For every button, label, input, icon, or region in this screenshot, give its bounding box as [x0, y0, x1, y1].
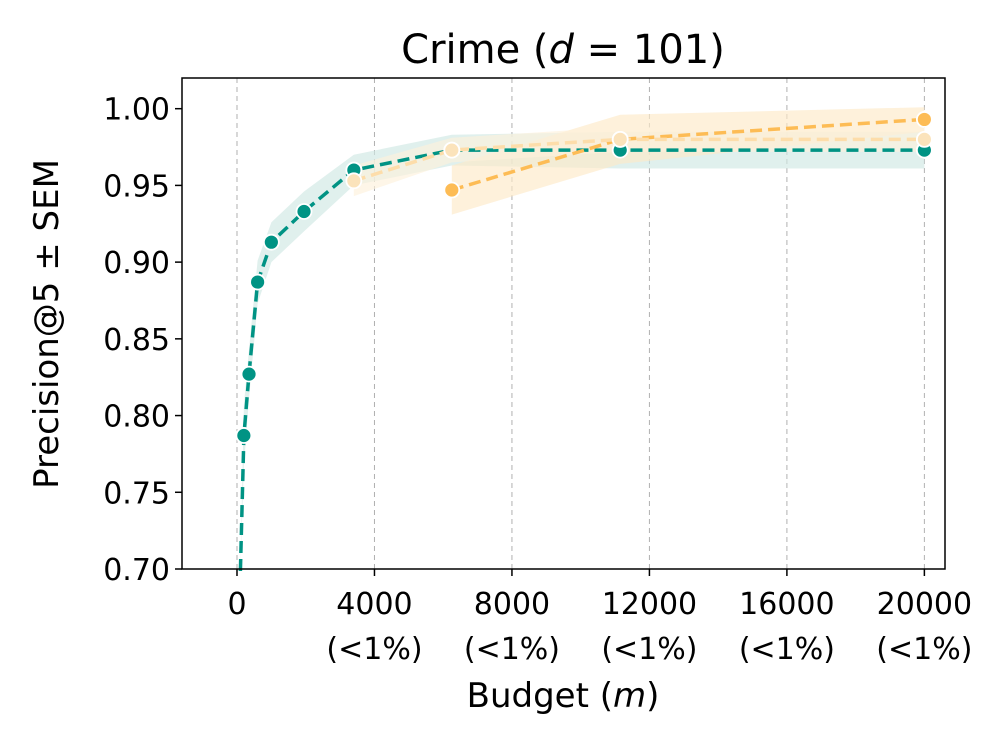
y-tick-label: 0.90 — [103, 246, 170, 281]
y-axis-ticks: 0.70 0.75 0.80 0.85 0.90 0.95 1.00 — [103, 93, 182, 588]
y-axis-label: Precision@5 ± SEM — [27, 159, 67, 489]
y-tick-label: 0.80 — [103, 400, 170, 435]
sem-band-0 — [240, 131, 925, 569]
x-tick-label: 4000 — [336, 587, 412, 622]
sem-band-2 — [353, 127, 925, 197]
data-point — [443, 141, 461, 159]
x-tick-sublabel: (<1%) — [326, 632, 422, 667]
y-tick-label: 0.75 — [103, 476, 170, 511]
data-point — [249, 273, 267, 291]
data-point — [611, 130, 629, 148]
data-point — [262, 233, 280, 251]
series-lines — [238, 117, 925, 572]
x-tick-sublabel: (<1%) — [739, 632, 835, 667]
data-point — [240, 365, 258, 383]
x-tick-label: 20000 — [877, 587, 972, 622]
sem-bands — [240, 107, 925, 569]
data-point — [295, 203, 313, 220]
x-tick-label: 16000 — [739, 587, 834, 622]
data-point — [345, 172, 363, 190]
series-line-2 — [353, 137, 925, 183]
data-point — [235, 427, 253, 444]
x-tick-sublabel: (<1%) — [601, 632, 697, 667]
y-tick-label: 1.00 — [103, 93, 170, 128]
plot-frame — [181, 77, 946, 570]
x-axis-label: Budget (m) — [467, 676, 660, 716]
series-line-1 — [451, 117, 925, 192]
data-point — [915, 130, 933, 148]
x-axis-ticks: 0 4000 (<1%) 8000 (<1%) 12000 (<1%) 16000 (<1%) 2… — [227, 569, 972, 667]
chart-title: Crime (d = 101) — [401, 27, 725, 73]
series-markers — [235, 111, 933, 444]
x-tick-label: 12000 — [602, 587, 697, 622]
series-line-0 — [238, 148, 925, 572]
y-tick-label: 0.70 — [103, 553, 170, 588]
y-tick-label: 0.85 — [103, 323, 170, 358]
x-tick-sublabel: (<1%) — [876, 632, 972, 667]
x-tick-label: 8000 — [474, 587, 550, 622]
x-tick-label: 0 — [227, 587, 246, 622]
y-tick-label: 0.95 — [103, 169, 170, 204]
data-point — [443, 181, 461, 199]
x-tick-sublabel: (<1%) — [464, 632, 560, 667]
data-point — [915, 111, 933, 128]
